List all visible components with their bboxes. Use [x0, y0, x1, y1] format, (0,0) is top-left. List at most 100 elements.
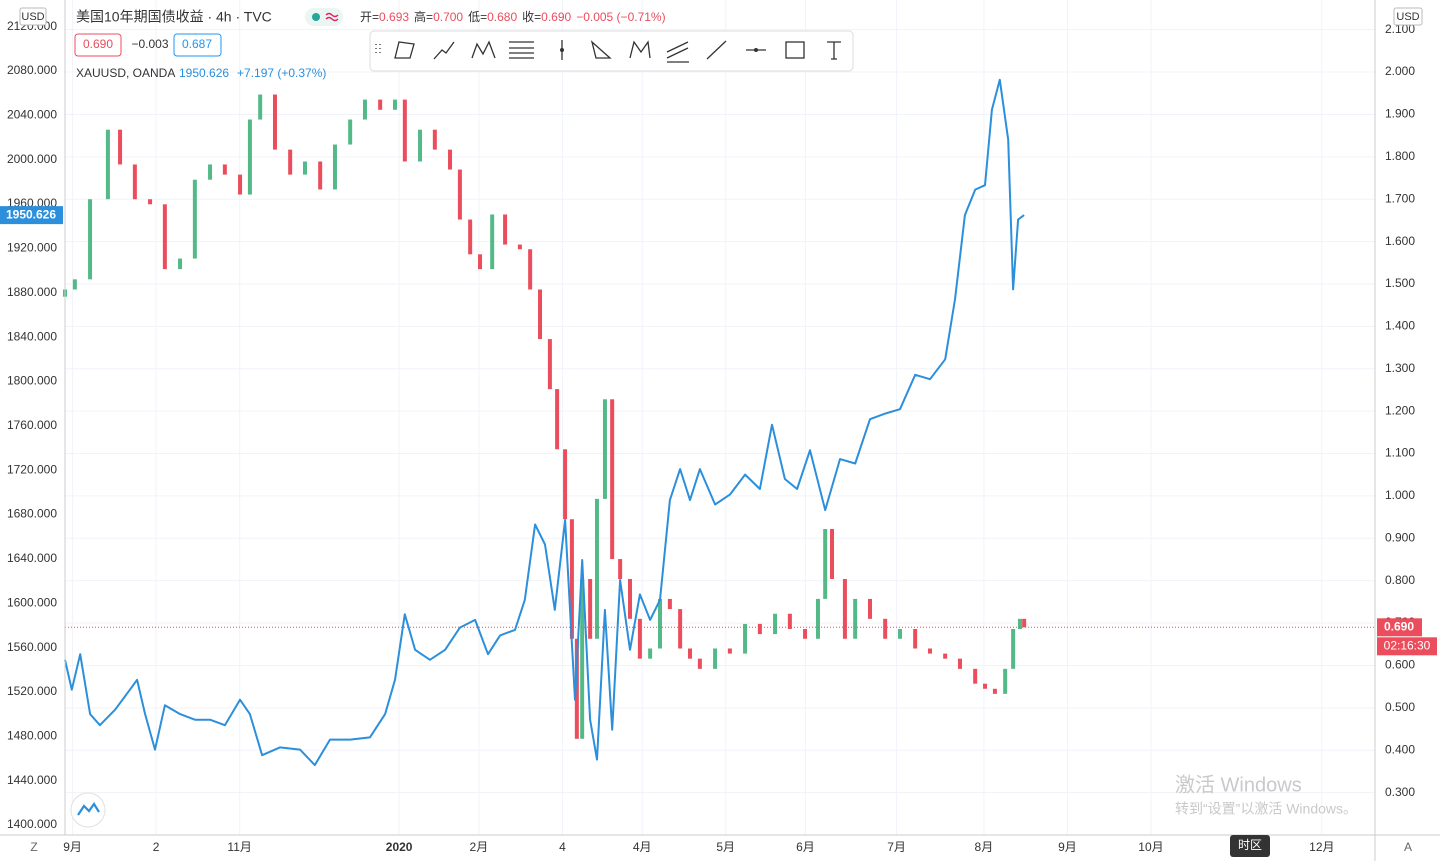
candle-body — [678, 609, 683, 649]
gold-change: +7.197 (+0.37%) — [237, 66, 326, 80]
gold-line — [64, 78, 1025, 767]
candle-body — [943, 653, 948, 659]
x-tick-label: 10月 — [1138, 840, 1163, 854]
tool-polygon[interactable] — [394, 41, 415, 59]
status-pill[interactable] — [305, 8, 343, 26]
candle-body — [332, 144, 337, 190]
y2-tick-label: 1.000 — [1385, 488, 1415, 502]
gold-price-label: 1950.626 — [6, 207, 56, 221]
scale-toggle[interactable]: Z — [30, 840, 37, 854]
y-tick-label: 1440.000 — [7, 773, 57, 787]
y-tick-label: 2040.000 — [7, 107, 57, 121]
candle-body — [490, 214, 495, 270]
right-unit: USD — [1396, 11, 1419, 23]
ohlc-part: −0.005 (−0.71%) — [576, 10, 665, 24]
candle-body — [610, 399, 615, 560]
tool-trendline[interactable] — [706, 40, 727, 60]
candle-body — [547, 339, 552, 390]
sell-button[interactable] — [74, 33, 122, 57]
tool-hline[interactable] — [746, 48, 766, 52]
spread: −0.003 — [131, 37, 168, 51]
tool-fib[interactable] — [509, 41, 534, 59]
ohlc-part: 低= — [468, 10, 487, 24]
candle-body — [727, 648, 732, 654]
candle-body — [448, 149, 453, 170]
candle-body — [517, 244, 522, 250]
candle-body — [378, 99, 383, 110]
candle-body — [418, 129, 423, 162]
tool-triangle[interactable] — [590, 40, 612, 59]
y-tick-label: 1600.000 — [7, 595, 57, 609]
ohlc-part: 收= — [522, 10, 541, 24]
candle-body — [247, 119, 252, 195]
candle-body — [602, 399, 607, 499]
x-tick-label: 12月 — [1309, 840, 1334, 854]
candle-body — [72, 279, 77, 290]
grid — [65, 0, 1375, 835]
candle-body — [392, 99, 397, 110]
candle-body — [867, 598, 872, 619]
x-tick-label: 7月 — [887, 840, 906, 854]
candle-body — [569, 519, 574, 639]
x-tick-label: 5月 — [716, 840, 735, 854]
y2-tick-label: 0.500 — [1385, 700, 1415, 714]
candle-body — [555, 389, 560, 450]
candle-body — [830, 528, 835, 579]
tool-path[interactable] — [433, 41, 455, 60]
candle-body — [222, 164, 227, 175]
tool-text[interactable] — [827, 41, 841, 60]
candle-body — [658, 598, 663, 649]
candle-body — [1022, 618, 1027, 628]
candle-body — [927, 648, 932, 654]
tool-channel[interactable] — [666, 41, 689, 63]
y2-tick-label: 0.900 — [1385, 530, 1415, 544]
candle-body — [192, 179, 197, 259]
candle-body — [667, 598, 672, 610]
buy-button[interactable] — [173, 33, 222, 57]
x-tick-label: 6月 — [796, 840, 815, 854]
candle-body — [538, 289, 543, 340]
left-unit: USD — [21, 11, 44, 23]
candle-body — [842, 578, 847, 639]
timezone-tooltip — [1230, 835, 1270, 857]
candle-body — [148, 199, 153, 205]
candle-body — [803, 629, 808, 639]
y-tick-label: 1480.000 — [7, 728, 57, 742]
status-dot — [312, 13, 320, 21]
candle-body — [594, 498, 599, 639]
candle-body — [162, 204, 167, 270]
status-icon — [325, 12, 339, 22]
candle-body — [178, 258, 183, 270]
last-price-label: 0.690 — [1384, 619, 1414, 633]
candle-body — [238, 174, 243, 195]
candle-body — [648, 648, 653, 659]
y-tick-label: 1760.000 — [7, 418, 57, 432]
candle-body — [432, 129, 437, 150]
timezone[interactable]: 时区 — [1238, 838, 1262, 852]
y2-tick-label: 0.400 — [1385, 742, 1415, 756]
candle-body — [468, 219, 473, 255]
toolbar-handle — [375, 44, 381, 53]
candle-body — [478, 254, 483, 270]
tool-rect[interactable] — [785, 41, 805, 59]
candle-body — [362, 99, 367, 120]
candle-body — [402, 99, 407, 162]
candle-body — [815, 598, 820, 639]
unit-box[interactable] — [19, 7, 47, 26]
auto-scale[interactable]: A — [1404, 840, 1412, 854]
candle-body — [118, 129, 123, 165]
unit-box[interactable] — [1393, 7, 1423, 26]
candle-body — [105, 129, 110, 200]
y-tick-label: 1920.000 — [7, 241, 57, 255]
candle-body — [883, 618, 888, 639]
candle-body — [628, 578, 633, 619]
countdown: 02:16:30 — [1384, 638, 1431, 652]
tool-xabcd[interactable] — [629, 40, 651, 59]
tool-vline[interactable] — [560, 40, 564, 60]
x-tick-label: 2月 — [470, 840, 489, 854]
candle-body — [1017, 618, 1022, 630]
tool-pattern[interactable] — [471, 40, 496, 59]
x-tick-label: 4月 — [633, 840, 652, 854]
ohlc-part: 0.700 — [433, 10, 463, 24]
